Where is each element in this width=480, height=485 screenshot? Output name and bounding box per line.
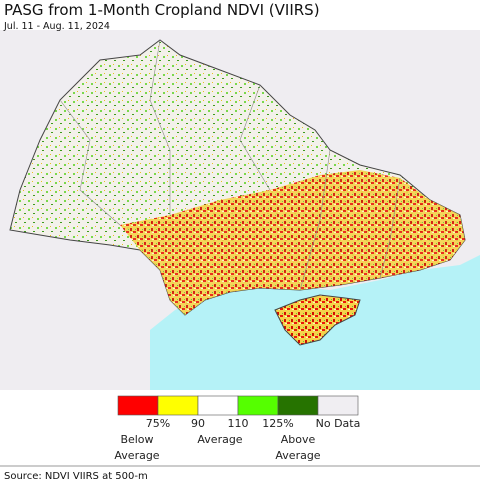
region-borders	[59, 39, 401, 291]
legend-swatch	[157, 395, 199, 416]
legend-tick-label: 110	[227, 417, 249, 430]
legend-swatch	[237, 395, 279, 416]
subtitle: Jul. 11 - Aug. 11, 2024	[4, 21, 110, 32]
legend-swatch	[197, 395, 239, 416]
legend-swatch	[277, 395, 319, 416]
legend-tick-label: 125%	[262, 417, 294, 430]
legend-tick-label: 90	[191, 417, 205, 430]
country-south	[120, 170, 465, 315]
legend-tick-label: 75%	[145, 417, 171, 430]
legend-tick-label: No Data	[315, 417, 361, 430]
legend	[117, 395, 359, 416]
title: PASG from 1-Month Cropland NDVI (VIIRS)	[4, 1, 320, 19]
source: Source: NDVI VIIRS at 500-m	[4, 471, 148, 482]
legend-group-label: Below Average	[114, 433, 160, 462]
crimea	[274, 294, 361, 346]
legend-swatch	[117, 395, 159, 416]
legend-group-label: Above Average	[275, 433, 321, 462]
legend-group-label: Average	[197, 433, 243, 446]
legend-swatch	[317, 395, 359, 416]
